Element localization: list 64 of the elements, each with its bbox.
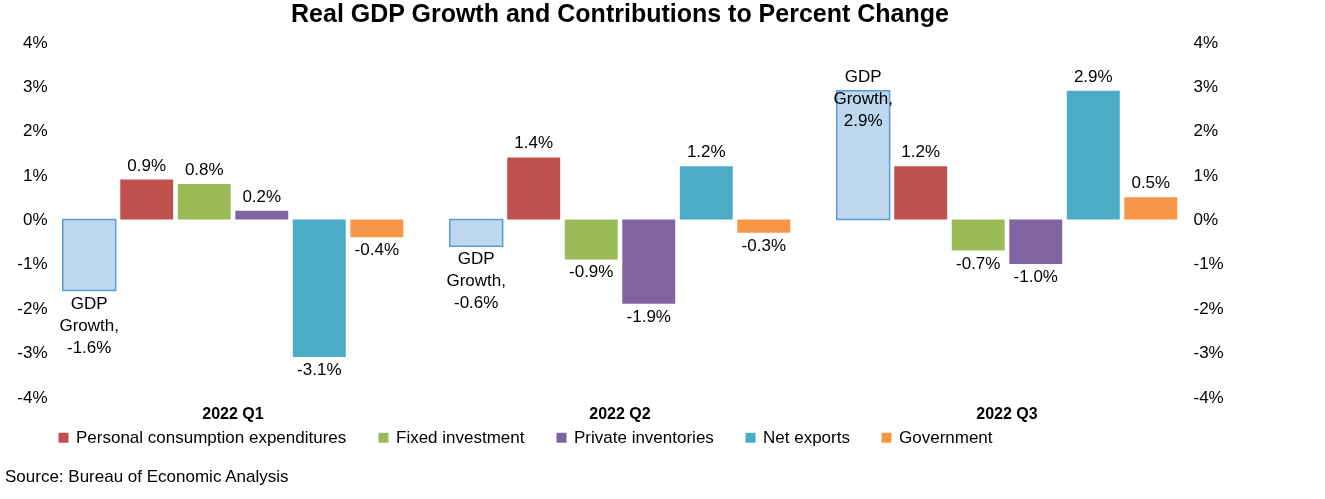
y-tick-label: 0% [22,210,48,229]
y-tick-label: 3% [22,76,48,96]
bar [120,179,174,220]
data-label: 2.9% [1073,66,1113,86]
data-label: GDP Growth, 2.9% [833,66,893,130]
data-label: 0.9% [127,155,167,175]
data-label: 0.5% [1131,173,1171,193]
data-label: -1.0% [1013,266,1058,286]
y-tick-label: -4% [17,387,48,407]
legend-label: Fixed investment [396,427,525,447]
y-tick-label: 4% [22,32,48,52]
data-label: -0.7% [956,253,1001,273]
data-label: 1.4% [514,133,554,153]
y2-tick-label: -3% [1193,343,1224,363]
bar [894,166,948,220]
legend-label: Private inventories [574,427,714,447]
bar [61,218,117,292]
y-tick-label: -1% [17,254,48,274]
data-label: -1.9% [626,306,671,326]
bar [737,219,791,233]
bar [1124,197,1178,220]
data-label: -0.9% [569,262,614,282]
chart-title: Real GDP Growth and Contributions to Percent Change [291,0,950,27]
y2-tick-label: 4% [1193,32,1219,52]
x-tick-label: 2022 Q2 [589,404,651,422]
legend-label: Personal consumption expenditures [76,427,347,447]
bar [350,219,404,238]
y2-tick-label: -2% [1193,298,1224,318]
bar [622,219,676,304]
y-tick-label: -2% [17,298,48,318]
bar [235,210,289,220]
x-tick-label: 2022 Q1 [202,404,264,422]
bar [679,166,733,220]
bar [835,90,891,221]
source-note: Source: Bureau of Economic Analysis [5,467,289,486]
y-tick-label: 1% [22,165,48,185]
bar [1066,90,1120,220]
bar [177,184,231,220]
y-tick-label: -3% [17,343,48,363]
bar [292,219,346,358]
data-label: -3.1% [297,360,342,380]
y-tick-label: 2% [22,121,48,141]
data-label: 1.2% [686,142,726,162]
data-label: -0.3% [741,235,787,255]
bar [1009,219,1063,264]
data-label: 1.2% [901,142,941,162]
y2-tick-label: 1% [1193,165,1219,185]
y2-tick-label: -1% [1193,254,1224,274]
data-label: 0.8% [184,160,224,179]
y2-tick-label: 2% [1193,121,1219,141]
legend-label: Government [899,427,993,447]
data-label: GDP Growth, -1.6% [59,293,119,357]
y2-tick-label: 3% [1193,76,1219,96]
bar [951,219,1005,251]
y2-tick-label: 0% [1193,210,1219,229]
bar [507,157,561,220]
x-tick-label: 2022 Q3 [976,404,1038,422]
data-label: 0.2% [242,186,282,206]
y2-tick-label: -4% [1193,387,1224,407]
bar [448,218,504,247]
legend-label: Net exports [763,427,850,447]
data-label: GDP Growth, -0.6% [446,249,506,313]
data-label: -0.4% [354,240,400,260]
bar [564,219,618,260]
